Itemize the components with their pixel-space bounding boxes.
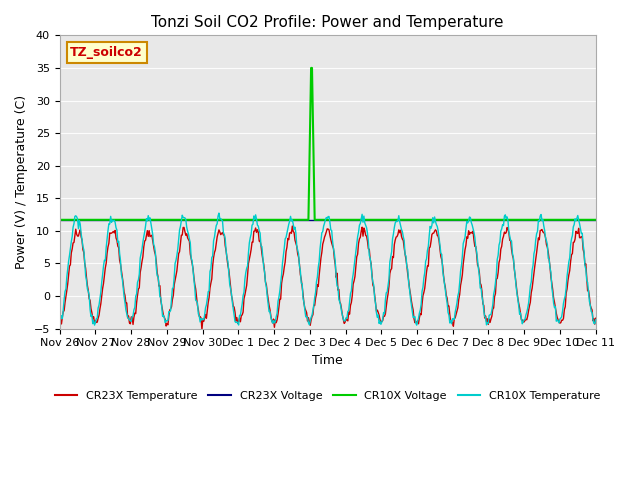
CR23X Temperature [592,315,600,321]
Text: TZ_soilco2: TZ_soilco2 [70,46,143,59]
CR10X Voltage [307,65,315,71]
CR10X Voltage [460,217,468,223]
CR23X Temperature [300,300,308,306]
CR23X Voltage [194,217,202,223]
CR10X Voltage [194,217,202,223]
CR23X Temperature [415,315,423,321]
CR23X Voltage [460,217,467,223]
Y-axis label: Power (V) / Temperature (C): Power (V) / Temperature (C) [15,95,28,269]
CR23X Voltage [592,217,600,223]
CR23X Voltage [413,217,421,223]
CR10X Temperature [415,310,423,316]
CR10X Voltage [415,217,422,223]
CR10X Voltage [56,217,63,223]
CR10X Voltage [150,217,158,223]
CR10X Temperature [215,210,223,216]
X-axis label: Time: Time [312,354,343,367]
CR23X Temperature [374,307,381,313]
CR10X Temperature [91,322,99,328]
CR10X Temperature [300,300,308,305]
Line: CR23X Temperature: CR23X Temperature [60,226,596,330]
CR10X Voltage [592,217,600,223]
CR23X Voltage [372,217,380,223]
CR23X Temperature [150,249,158,254]
CR23X Temperature [198,327,206,333]
Legend: CR23X Temperature, CR23X Voltage, CR10X Voltage, CR10X Temperature: CR23X Temperature, CR23X Voltage, CR10X … [51,386,605,405]
Line: CR10X Voltage: CR10X Voltage [60,68,596,220]
CR23X Voltage [298,217,306,223]
CR10X Voltage [372,217,380,223]
CR10X Temperature [592,317,600,323]
CR23X Temperature [194,302,202,308]
Title: Tonzi Soil CO2 Profile: Power and Temperature: Tonzi Soil CO2 Profile: Power and Temper… [152,15,504,30]
CR10X Temperature [152,250,159,256]
Line: CR10X Temperature: CR10X Temperature [60,213,596,325]
CR23X Temperature [461,247,469,252]
CR10X Temperature [56,316,63,322]
CR10X Temperature [195,311,202,317]
CR23X Voltage [150,217,158,223]
CR23X Temperature [56,316,63,322]
CR23X Temperature [289,223,296,229]
CR23X Voltage [56,217,63,223]
CR10X Voltage [298,217,306,223]
CR10X Temperature [374,314,381,320]
CR10X Temperature [461,235,469,240]
